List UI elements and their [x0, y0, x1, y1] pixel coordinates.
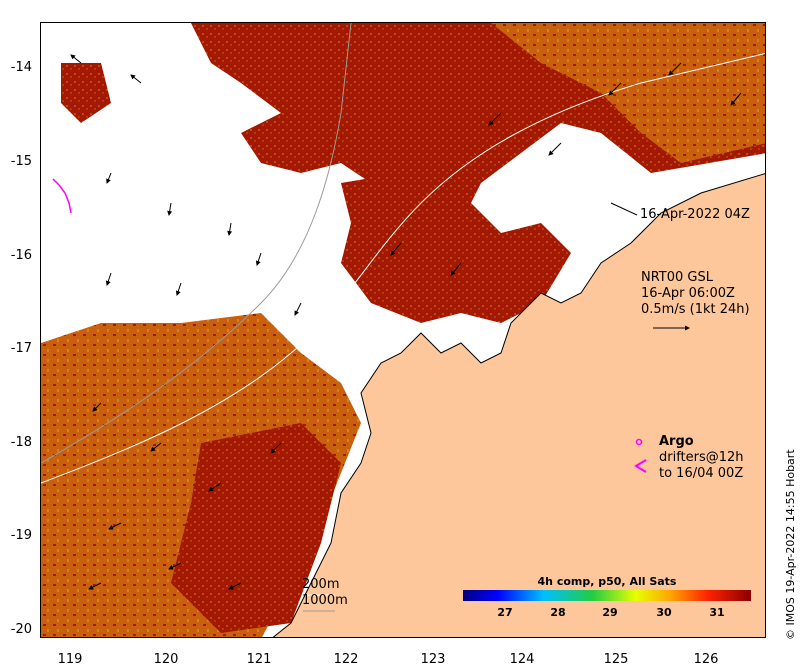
drifters-label: drifters@12h [659, 450, 744, 465]
contour-1000m-label: 1000m [302, 593, 348, 608]
y-tick-label: -17 [10, 341, 32, 356]
sst-west-patch [61, 63, 111, 123]
sst-central-patch [341, 173, 571, 323]
argo-label: Argo [659, 434, 694, 449]
x-tick-label: 121 [246, 652, 272, 667]
land-region [272, 173, 765, 637]
y-tick-label: -15 [10, 154, 32, 169]
colorbar-title: 4h comp, p50, All Sats [537, 575, 677, 588]
drifter-legend-symbol [634, 459, 647, 473]
x-tick-label: 120 [153, 652, 179, 667]
y-tick-label: -14 [10, 60, 32, 75]
drifters-period-label: to 16/04 00Z [659, 466, 744, 481]
colorbar-tick: 28 [550, 606, 566, 619]
current-vectors [70, 54, 742, 590]
x-tick-label: 122 [333, 652, 359, 667]
current-time-label: 16-Apr 06:00Z [641, 286, 735, 301]
y-tick-label: -18 [10, 435, 32, 450]
contour-1000m-line [41, 23, 352, 464]
credit-text: © IMOS 19-Apr-2022 14:55 Hobart [784, 449, 797, 640]
x-tick-label: 126 [693, 652, 719, 667]
y-tick-label: -19 [10, 528, 32, 543]
colorbar-tick: 27 [497, 606, 513, 619]
sst-north-warm [491, 23, 765, 163]
y-tick-label: -20 [10, 622, 32, 637]
map-panel [40, 22, 766, 638]
x-tick-label: 125 [603, 652, 629, 667]
colorbar-tick: 30 [656, 606, 672, 619]
image-time-label: 16-Apr-2022 04Z [640, 207, 750, 222]
sst-colorbar [463, 590, 751, 601]
image-time-pointer [610, 202, 638, 216]
current-scale-label: 0.5m/s (1kt 24h) [641, 302, 750, 317]
x-tick-label: 119 [57, 652, 83, 667]
sst-map [41, 23, 765, 637]
x-tick-label: 124 [509, 652, 535, 667]
colorbar-tick: 29 [602, 606, 618, 619]
sst-south-dark [171, 423, 341, 633]
contour-200m-line [41, 52, 765, 484]
drifter-track [52, 178, 72, 214]
x-tick-label: 123 [420, 652, 446, 667]
contour-200m-label: 200m [302, 577, 340, 592]
current-model-label: NRT00 GSL [641, 270, 713, 285]
colorbar-tick: 31 [709, 606, 725, 619]
argo-legend-symbol [635, 438, 643, 446]
y-tick-label: -16 [10, 248, 32, 263]
